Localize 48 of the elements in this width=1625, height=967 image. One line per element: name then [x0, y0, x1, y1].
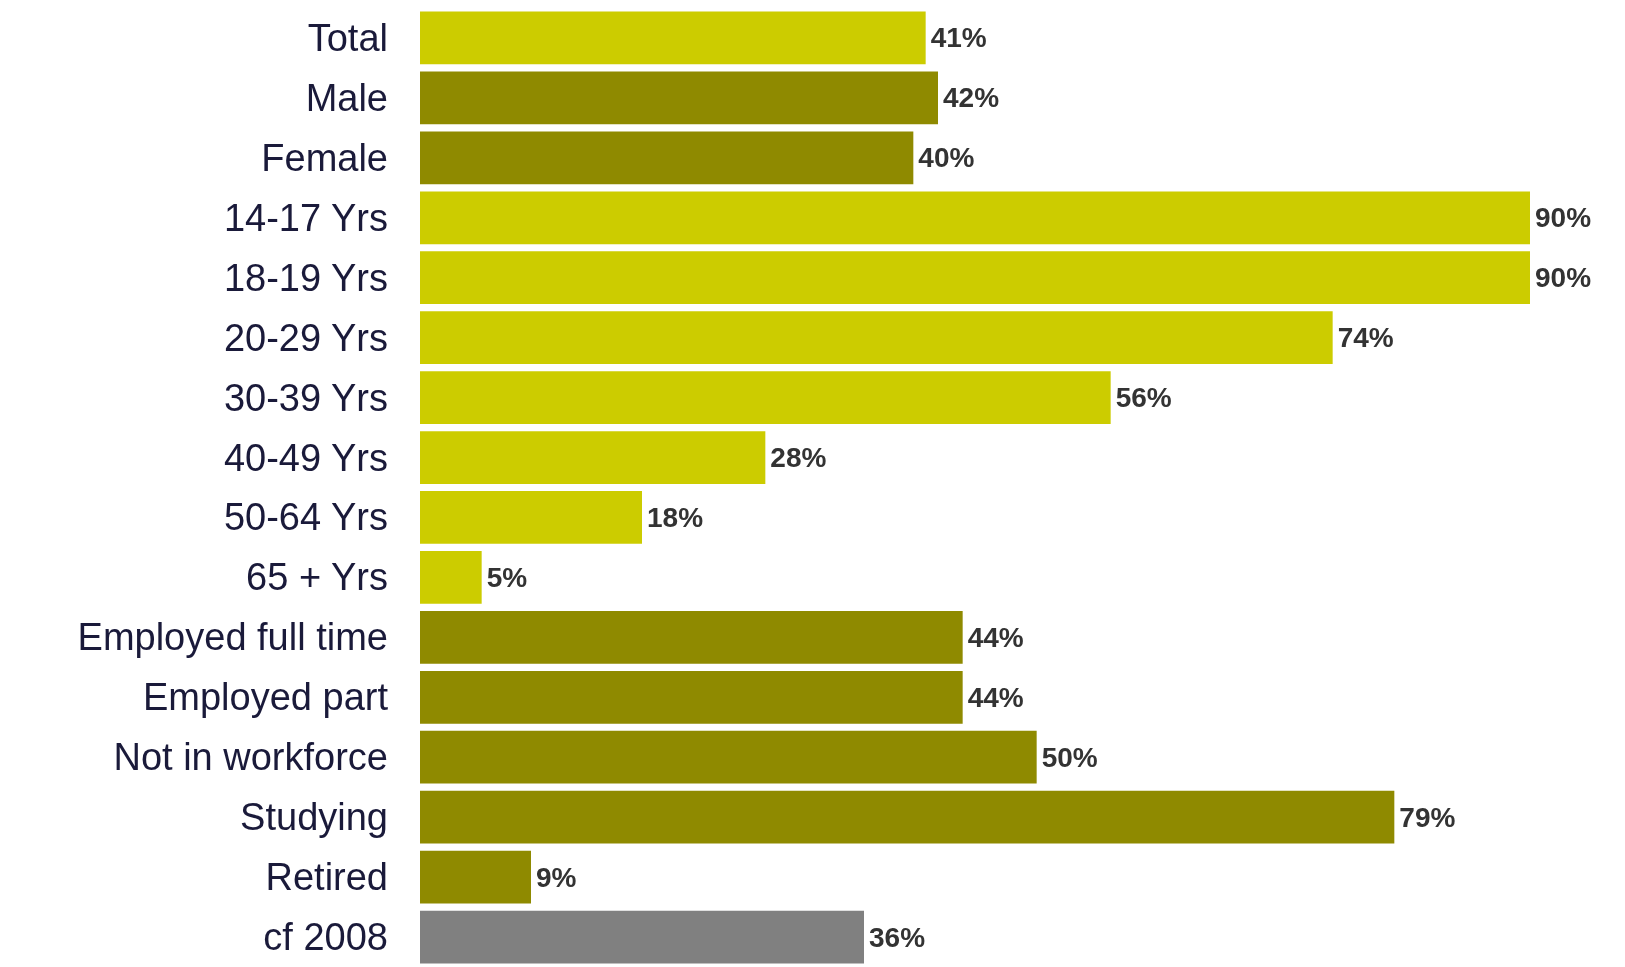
bar: [420, 11, 926, 65]
data-label: 44%: [967, 681, 1024, 713]
y-tick-label: 50-64 Yrs: [223, 496, 388, 539]
bar: [420, 610, 963, 664]
y-tick-label: Total: [307, 16, 388, 59]
bar: [420, 910, 864, 964]
y-tick-label: Employed full time: [77, 616, 388, 659]
data-label: 36%: [869, 921, 926, 953]
y-tick-label: Female: [261, 136, 388, 179]
bar: [420, 191, 1530, 245]
y-tick-label: Retired: [265, 856, 388, 899]
data-label: 79%: [1399, 801, 1456, 833]
y-tick-label: cf 2008: [263, 916, 388, 959]
data-label: 90%: [1535, 202, 1592, 234]
y-tick-label: 40-49 Yrs: [223, 436, 388, 479]
y-tick-label: 65 + Yrs: [246, 556, 388, 599]
data-label: 5%: [486, 561, 528, 593]
bar: [420, 730, 1037, 784]
data-label: 56%: [1115, 382, 1172, 414]
data-label: 9%: [536, 861, 577, 893]
y-tick-label: Studying: [240, 796, 388, 839]
y-tick-label: 30-39 Yrs: [223, 376, 388, 419]
y-tick-label: Employed part: [142, 676, 389, 719]
data-label: 40%: [918, 142, 975, 174]
data-label: 44%: [967, 621, 1024, 653]
bar: [420, 850, 531, 904]
data-label: 28%: [770, 442, 827, 474]
bar: [420, 670, 963, 724]
data-label: 18%: [647, 501, 704, 533]
bar: [420, 131, 914, 185]
data-label: 90%: [1535, 262, 1592, 294]
data-label: 50%: [1041, 741, 1098, 773]
y-tick-label: Male: [305, 76, 388, 119]
bar: [420, 311, 1333, 365]
bar: [420, 790, 1395, 844]
y-tick-label: 18-19 Yrs: [223, 256, 388, 299]
bar: [420, 371, 1111, 424]
bar: [420, 71, 938, 125]
data-label: 74%: [1337, 322, 1394, 354]
y-tick-label: 14-17 Yrs: [223, 196, 388, 239]
y-tick-label: Not in workforce: [113, 736, 388, 779]
y-tick-label: 20-29 Yrs: [223, 316, 388, 359]
bar: [420, 251, 1530, 305]
data-label: 41%: [930, 22, 987, 54]
bar: [420, 491, 642, 544]
bar: [420, 431, 766, 484]
data-label: 42%: [943, 82, 1000, 114]
bar: [420, 551, 482, 604]
